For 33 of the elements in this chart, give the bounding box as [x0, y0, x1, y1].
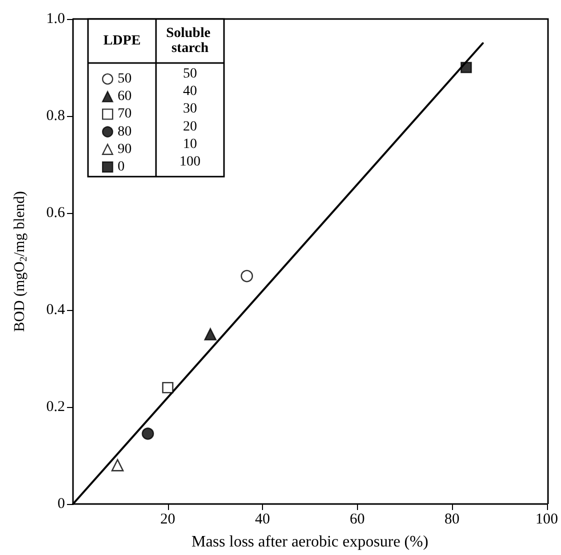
point — [460, 62, 472, 74]
x-axis-title: Mass loss after aerobic exposure (%) — [191, 534, 428, 550]
annotation: LDPE — [103, 34, 141, 48]
legend-label: 60 — [118, 89, 132, 104]
annotation: 40 — [183, 84, 197, 100]
x-tick-label: 40 — [255, 512, 270, 528]
point — [204, 328, 217, 340]
annotation: 50 — [183, 66, 197, 82]
point — [240, 270, 254, 282]
annotation: 100 — [180, 154, 200, 170]
legend-label: 50 — [118, 72, 132, 86]
y-tick-label: 0.2 — [46, 399, 65, 415]
annotation: 30 — [183, 102, 197, 117]
annotation: 10 — [183, 136, 197, 152]
point — [111, 459, 124, 472]
y-tick-label: 0 — [58, 496, 65, 512]
y-tick-label: 0.4 — [46, 302, 66, 318]
point — [142, 428, 154, 440]
x-tick-label: 60 — [350, 512, 365, 528]
y-tick-label: 0.8 — [46, 108, 65, 124]
annotation: Soluble starch — [166, 26, 214, 56]
x-tick-label: 100 — [536, 512, 558, 528]
point — [162, 382, 174, 394]
y-tick-label: 1.0 — [46, 11, 65, 27]
legend-label: 0 — [118, 160, 125, 174]
y-axis-title: BOD (mgO2/mg blend) — [12, 191, 30, 332]
legend-label: 70 — [118, 106, 132, 122]
annotation: 20 — [183, 119, 197, 134]
y-tick-label: 0.6 — [46, 205, 66, 221]
legend-label: 80 — [118, 124, 132, 140]
x-tick-label: 80 — [444, 512, 460, 528]
x-tick-label: 20 — [160, 512, 176, 528]
legend-label: 90 — [118, 142, 132, 157]
